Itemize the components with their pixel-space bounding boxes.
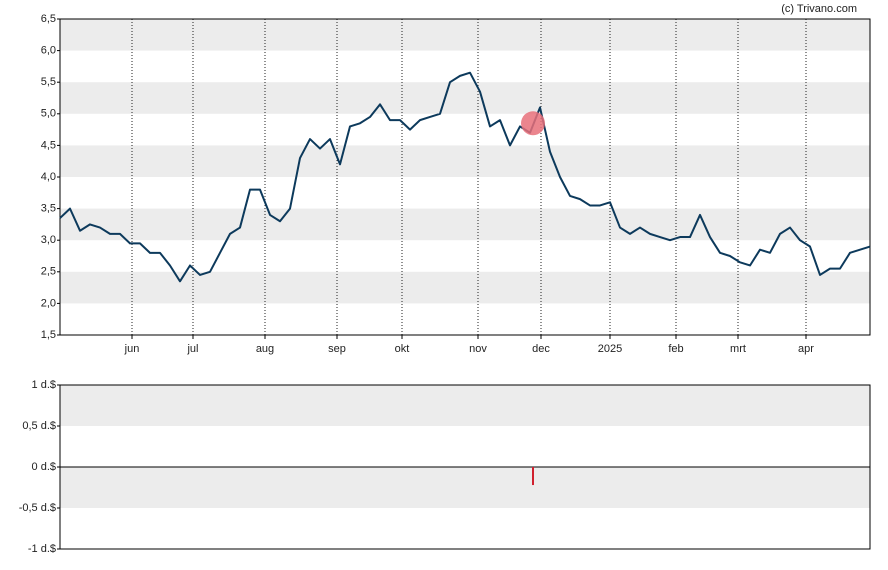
y-tick-label: 4,5 (41, 139, 56, 151)
y-tick-label: 4,0 (41, 171, 56, 183)
y-tick-label: 6,0 (41, 45, 56, 57)
credit: (c) Trivano.com (781, 3, 857, 15)
y-tick-label: -0,5 d.$ (19, 502, 56, 514)
plot-frame (59, 18, 871, 336)
y-tick-label: 3,5 (41, 203, 56, 215)
x-tick-label: aug (256, 343, 274, 355)
band (60, 19, 870, 51)
x-tick-label: okt (395, 343, 410, 355)
x-tick-label: feb (668, 343, 683, 355)
y-tick-label: 2,0 (41, 297, 56, 309)
y-tick-label: 3,0 (41, 234, 56, 246)
y-tick-label: 0 d.$ (32, 461, 56, 473)
band (60, 385, 870, 426)
y-tick-label: 1,5 (41, 329, 56, 341)
band (60, 82, 870, 114)
band (60, 467, 870, 508)
y-tick-label: 0,5 d.$ (22, 420, 56, 432)
x-tick-label: mrt (730, 343, 746, 355)
y-tick-label: 5,5 (41, 76, 56, 88)
y-tick-label: 5,0 (41, 108, 56, 120)
price-line (59, 71, 871, 283)
x-tick-label: dec (532, 343, 550, 355)
x-tick-label: 2025 (598, 343, 622, 355)
y-tick-label: 1 d.$ (32, 379, 56, 391)
x-tick-label: jul (186, 343, 198, 355)
x-tick-label: sep (328, 343, 346, 355)
y-tick-label: 2,5 (41, 266, 56, 278)
x-tick-label: nov (469, 343, 487, 355)
marker (521, 111, 545, 136)
band (60, 271, 870, 304)
x-tick-label: jun (124, 343, 140, 355)
band (60, 208, 870, 241)
y-tick-label: 6,5 (41, 13, 56, 25)
band (60, 145, 870, 177)
x-tick-label: apr (798, 343, 814, 355)
y-tick-label: -1 d.$ (28, 543, 56, 555)
